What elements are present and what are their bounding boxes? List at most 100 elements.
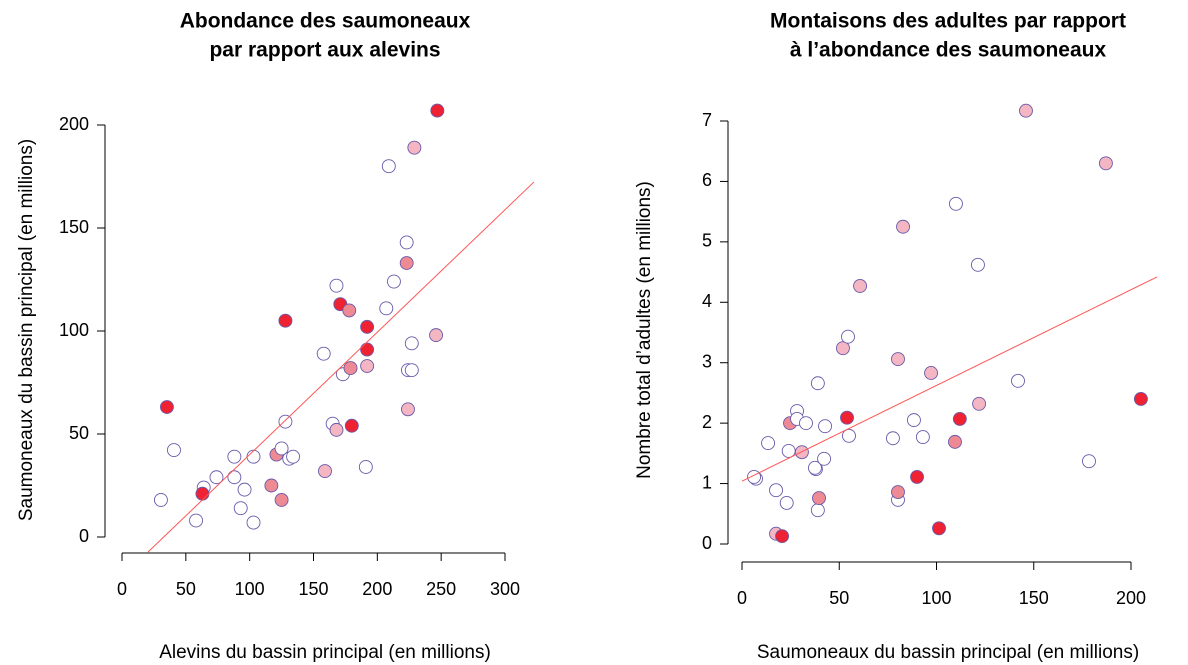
x-tick-label: 200 bbox=[362, 579, 392, 599]
y-tick-label: 2 bbox=[702, 412, 712, 432]
point bbox=[949, 196, 963, 211]
point bbox=[841, 329, 855, 344]
point bbox=[404, 336, 419, 351]
x-tick-label: 250 bbox=[426, 579, 456, 599]
point bbox=[810, 376, 825, 391]
point bbox=[1133, 392, 1148, 406]
point bbox=[430, 103, 445, 118]
point bbox=[818, 419, 833, 434]
point bbox=[404, 363, 419, 378]
point bbox=[246, 449, 261, 464]
chart-title: Abondance des saumoneaux bbox=[180, 10, 471, 33]
y-tick-label: 50 bbox=[69, 423, 89, 443]
point bbox=[817, 451, 832, 466]
point bbox=[195, 486, 210, 501]
point bbox=[810, 503, 825, 518]
y-tick-label: 5 bbox=[702, 231, 712, 251]
point bbox=[153, 492, 168, 507]
x-axis-label: Saumoneaux du bassin principal (en milli… bbox=[757, 642, 1139, 663]
point bbox=[237, 482, 252, 497]
point bbox=[274, 441, 289, 456]
point bbox=[910, 469, 924, 484]
point bbox=[318, 464, 332, 479]
point bbox=[316, 346, 331, 361]
point bbox=[159, 400, 174, 414]
chart-title: à l’abondance des saumoneaux bbox=[790, 39, 1107, 62]
point bbox=[972, 396, 987, 411]
point bbox=[246, 515, 261, 530]
point bbox=[401, 402, 415, 417]
point bbox=[429, 328, 444, 343]
point bbox=[167, 443, 181, 458]
x-tick-label: 300 bbox=[490, 579, 520, 599]
point bbox=[278, 414, 293, 429]
point bbox=[840, 410, 854, 425]
point bbox=[399, 256, 414, 270]
point bbox=[342, 303, 357, 318]
point bbox=[885, 431, 900, 446]
point bbox=[360, 319, 375, 334]
point bbox=[358, 460, 373, 474]
point bbox=[407, 140, 422, 155]
point bbox=[891, 485, 905, 499]
point bbox=[769, 483, 783, 498]
point bbox=[842, 428, 856, 443]
y-tick-label: 3 bbox=[702, 351, 712, 371]
point bbox=[227, 449, 242, 464]
point bbox=[915, 430, 930, 444]
x-tick-label: 0 bbox=[117, 579, 127, 599]
x-tick-label: 100 bbox=[235, 579, 265, 599]
point bbox=[189, 513, 203, 528]
x-tick-label: 150 bbox=[1019, 588, 1049, 608]
point bbox=[399, 235, 414, 250]
point bbox=[343, 361, 358, 376]
point bbox=[1011, 373, 1025, 388]
point bbox=[799, 416, 813, 431]
point bbox=[761, 436, 776, 451]
y-tick-label: 6 bbox=[702, 170, 712, 190]
point bbox=[1019, 103, 1033, 118]
point bbox=[344, 418, 359, 433]
trend-line bbox=[741, 276, 1158, 482]
point bbox=[835, 341, 850, 356]
chart-title: par rapport aux alevins bbox=[209, 39, 440, 62]
point bbox=[775, 529, 790, 544]
point bbox=[278, 313, 293, 328]
y-axis-label: Nombre total d’adultes (en millions) bbox=[634, 181, 655, 479]
y-tick-label: 100 bbox=[59, 320, 89, 340]
x-tick-label: 0 bbox=[737, 588, 747, 608]
point bbox=[1082, 454, 1096, 469]
x-axis-label: Alevins du bassin principal (en millions… bbox=[159, 642, 491, 663]
point bbox=[274, 492, 289, 507]
point bbox=[386, 274, 401, 289]
point bbox=[807, 460, 822, 475]
point bbox=[381, 159, 396, 174]
y-tick-label: 7 bbox=[702, 110, 712, 130]
point bbox=[924, 366, 939, 380]
x-tick-label: 50 bbox=[829, 588, 849, 608]
point bbox=[286, 449, 301, 464]
point bbox=[379, 301, 394, 316]
point bbox=[853, 279, 868, 293]
point bbox=[227, 470, 242, 485]
y-axis-label: Saumoneaux du bassin principal (en milli… bbox=[16, 139, 37, 521]
point bbox=[264, 478, 279, 493]
point bbox=[329, 278, 344, 293]
point bbox=[779, 495, 794, 510]
point bbox=[329, 422, 344, 437]
point bbox=[233, 501, 248, 516]
point bbox=[360, 359, 375, 373]
point bbox=[970, 257, 985, 272]
point bbox=[812, 491, 826, 506]
point bbox=[948, 434, 962, 449]
y-tick-label: 150 bbox=[59, 217, 89, 237]
x-tick-label: 200 bbox=[1116, 588, 1146, 608]
y-tick-label: 0 bbox=[79, 526, 89, 546]
y-tick-label: 1 bbox=[702, 472, 712, 492]
point bbox=[932, 521, 946, 536]
point bbox=[891, 352, 905, 367]
trend-line bbox=[147, 181, 535, 553]
point bbox=[1098, 156, 1113, 171]
x-tick-label: 50 bbox=[176, 579, 196, 599]
